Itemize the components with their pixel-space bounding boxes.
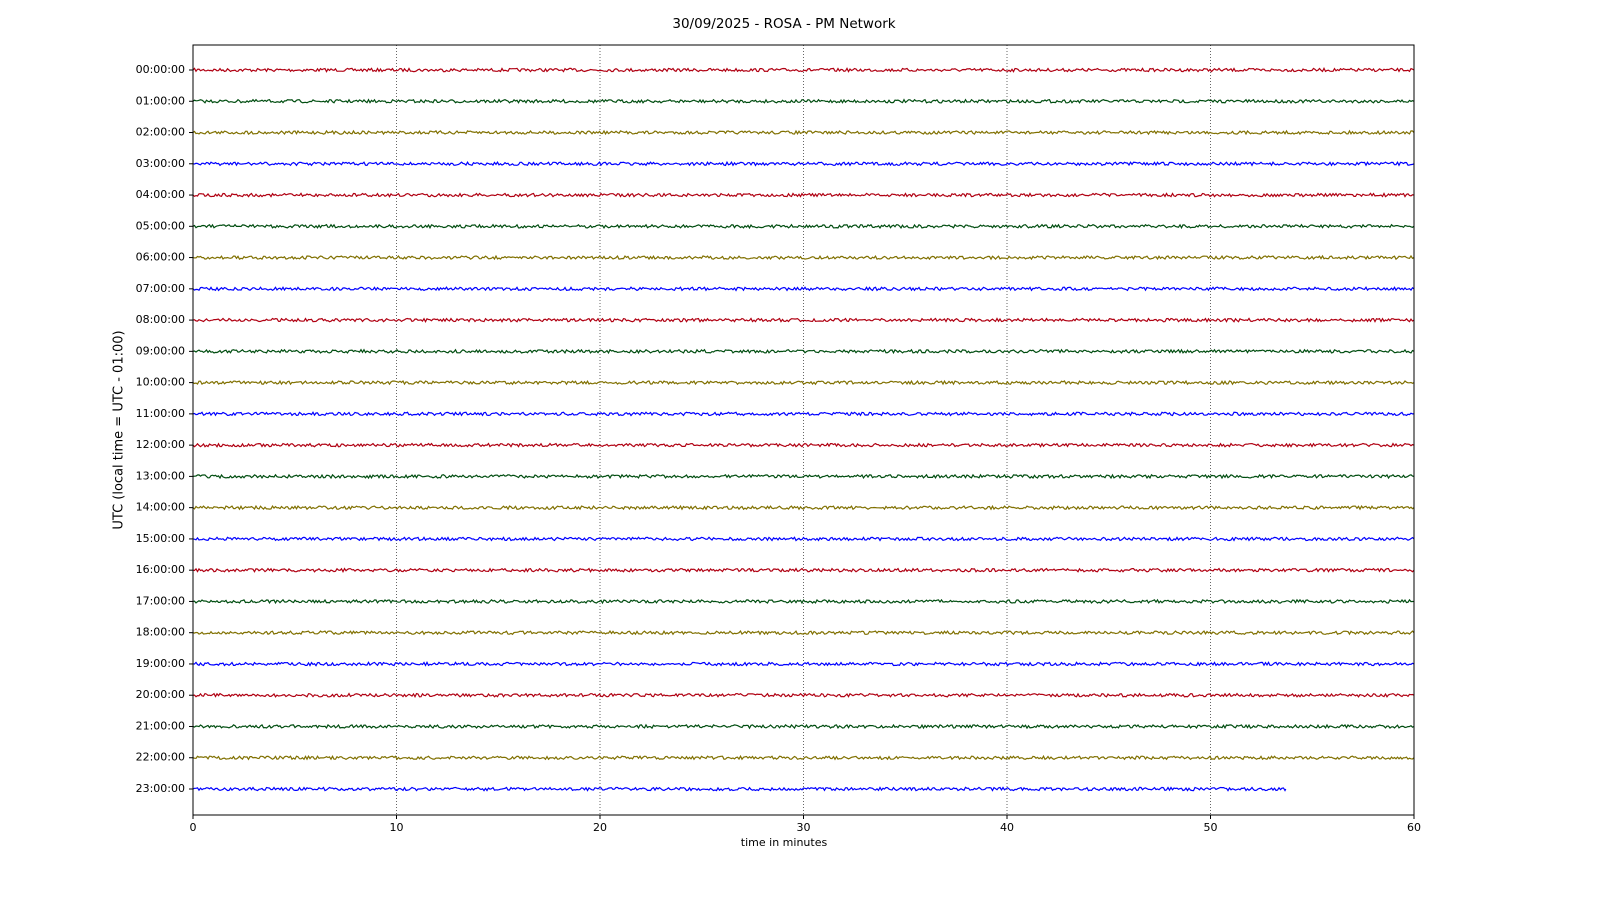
trace: [192, 160, 1415, 167]
x-tick-label: 60: [1407, 821, 1421, 834]
y-axis-label: UTC (local time = UTC - 01:00): [112, 330, 127, 529]
plot-frame: [192, 44, 1415, 816]
y-tick-label: 10:00:00: [136, 376, 185, 389]
trace: [192, 661, 1415, 667]
trace: [192, 223, 1415, 230]
chart-title: 30/09/2025 - ROSA - PM Network: [672, 16, 895, 32]
trace: [192, 286, 1415, 292]
y-tick-label: 20:00:00: [136, 688, 185, 701]
trace: [192, 67, 1415, 73]
y-tick-label: 21:00:00: [136, 719, 185, 732]
y-tick-label: 08:00:00: [136, 313, 185, 326]
trace: [192, 98, 1415, 104]
trace: [192, 317, 1415, 324]
x-tick-label: 40: [1000, 821, 1014, 834]
trace: [192, 629, 1415, 636]
y-tick-label: 05:00:00: [136, 219, 185, 232]
x-tick-label: 20: [593, 821, 607, 834]
x-tick-label: 0: [190, 821, 197, 834]
y-tick-label: 11:00:00: [136, 407, 185, 420]
trace: [192, 254, 1415, 261]
trace: [192, 723, 1415, 730]
x-tick-label: 30: [797, 821, 811, 834]
y-tick-label: 17:00:00: [136, 594, 185, 607]
y-tick-label: 18:00:00: [136, 626, 185, 639]
y-tick-label: 12:00:00: [136, 438, 185, 451]
x-tick-label: 10: [390, 821, 404, 834]
trace: [192, 192, 1415, 198]
trace: [192, 754, 1415, 761]
trace: [192, 411, 1415, 417]
x-tick-label: 50: [1204, 821, 1218, 834]
y-tick-label: 14:00:00: [136, 501, 185, 514]
plot-area: 0 10 20 30 40 50 60 00:00:00 01:00:00 02:00:00 03:…: [136, 45, 1421, 834]
y-tick-label: 01:00:00: [136, 94, 185, 107]
y-tick-label: 02:00:00: [136, 126, 185, 139]
x-axis-label: time in minutes: [741, 836, 828, 849]
trace: [192, 442, 1415, 448]
y-tick-label: 16:00:00: [136, 563, 185, 576]
y-tick-label: 00:00:00: [136, 63, 185, 76]
trace: [192, 786, 1287, 792]
trace: [192, 379, 1415, 386]
trace: [192, 598, 1415, 605]
y-tick-label: 13:00:00: [136, 469, 185, 482]
y-tick-label: 23:00:00: [136, 782, 185, 795]
y-tick-label: 09:00:00: [136, 344, 185, 357]
y-tick-label: 03:00:00: [136, 157, 185, 170]
trace: [192, 473, 1415, 480]
y-tick-label: 22:00:00: [136, 751, 185, 764]
trace: [192, 504, 1415, 511]
y-tick-label: 07:00:00: [136, 282, 185, 295]
trace: [192, 348, 1415, 355]
y-tick-label: 06:00:00: [136, 251, 185, 264]
y-tick-label: 19:00:00: [136, 657, 185, 670]
trace: [192, 567, 1415, 574]
trace: [192, 536, 1415, 542]
y-tick-label: 15:00:00: [136, 532, 185, 545]
trace: [192, 129, 1415, 136]
y-tick-label: 04:00:00: [136, 188, 185, 201]
trace: [192, 692, 1415, 699]
